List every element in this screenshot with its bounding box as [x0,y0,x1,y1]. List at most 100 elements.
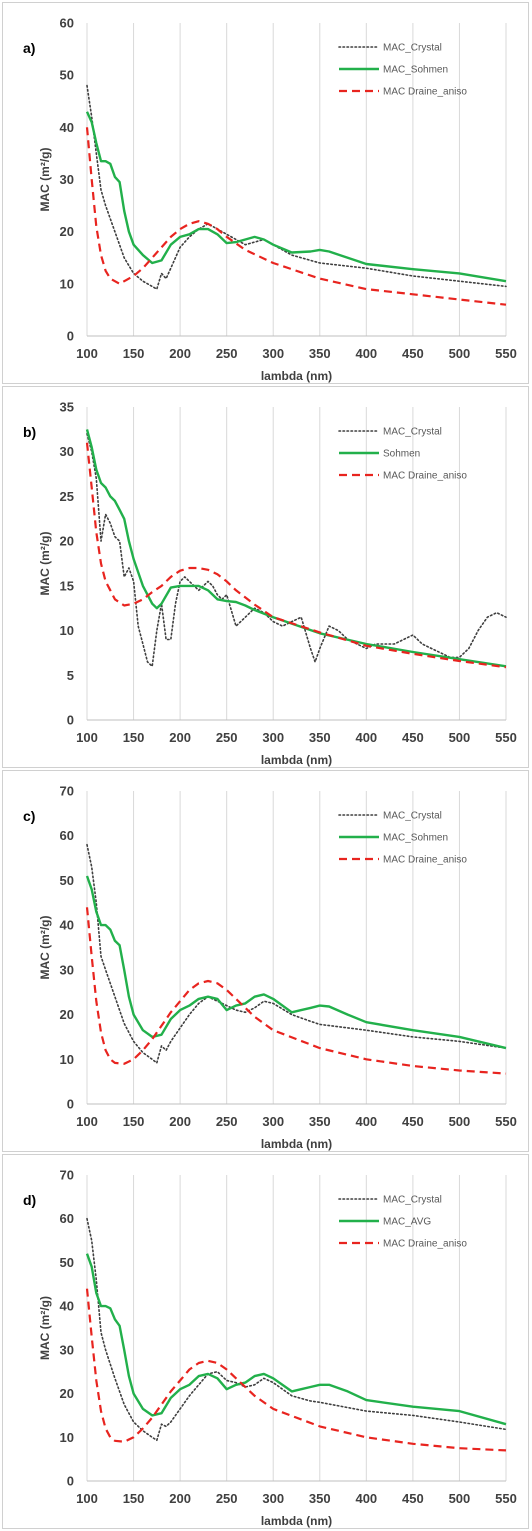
x-tick-label: 500 [449,730,471,745]
x-axis-label: lambda (nm) [261,1137,332,1151]
y-tick-label: 60 [60,1211,74,1226]
y-axis-label: MAC (m²/g) [38,916,52,980]
x-tick-label: 100 [76,1114,98,1129]
y-tick-label: 50 [60,873,74,888]
y-tick-label: 60 [60,828,74,843]
y-tick-label: 0 [67,329,74,344]
x-tick-label: 400 [355,1114,377,1129]
chart-svg-d: 0 10 20 30 40 50 60 70 100 150 200 250 300 350 400 450 5… [23,1168,517,1529]
y-axis-label: MAC (m²/g) [38,532,52,596]
x-tick-label: 300 [262,1114,284,1129]
x-tick-label: 250 [216,730,238,745]
chart-panel-c: 0 10 20 30 40 50 60 70 100 150 200 250 300 350 400 450 5… [2,770,529,1152]
legend-label: MAC_Sohmen [383,65,448,76]
y-tick-label: 5 [67,668,74,683]
x-tick-label: 400 [355,346,377,361]
panel-label: b) [23,424,36,440]
legend-label: MAC_Crystal [383,43,442,54]
series-line-mac-crystal [86,432,507,668]
y-tick-label: 30 [60,444,74,459]
y-tick-label: 10 [60,276,74,291]
y-axis-label: MAC (m²/g) [38,148,52,212]
y-tick-label: 30 [60,172,74,187]
series-line-mac-sohmen [85,875,507,1050]
y-tick-label: 20 [60,1386,74,1401]
y-tick-label: 30 [60,1342,74,1357]
x-axis-label: lambda (nm) [261,369,332,383]
y-tick-label: 15 [60,578,74,593]
y-tick-label: 40 [60,120,74,135]
y-tick-label: 70 [60,784,74,799]
x-tick-label: 250 [216,1491,238,1506]
y-tick-label: 25 [60,489,74,504]
y-tick-label: 30 [60,962,74,977]
x-tick-label: 300 [262,730,284,745]
chart-svg-a: 0 10 20 30 40 50 60 100 150 200 250 300 350 400 450 500… [23,16,517,384]
legend-label: MAC Draine_aniso [383,855,467,866]
x-axis-label: lambda (nm) [261,753,332,767]
series-line-mac-crystal [86,84,507,290]
legend-label: MAC Draine_aniso [383,87,467,98]
x-tick-label: 450 [402,1114,424,1129]
y-tick-label: 20 [60,534,74,549]
legend-label: MAC_Crystal [383,811,442,822]
x-tick-label: 400 [355,730,377,745]
y-tick-label: 35 [60,400,74,415]
y-tick-label: 10 [60,623,74,638]
series-line-mac-avg [85,1253,507,1426]
x-tick-label: 100 [76,730,98,745]
chart-svg-c: 0 10 20 30 40 50 60 70 100 150 200 250 300 350 400 450 5… [23,784,517,1152]
series-line-mac-crystal [86,1217,507,1442]
x-tick-label: 350 [309,346,331,361]
series-line-mac-draine-aniso [85,1288,507,1452]
x-tick-label: 250 [216,1114,238,1129]
x-tick-label: 150 [123,1114,145,1129]
x-tick-label: 300 [262,346,284,361]
series-line-mac-draine-aniso [85,442,507,669]
legend-label: MAC Draine_aniso [383,1239,467,1250]
x-tick-label: 150 [123,346,145,361]
y-tick-label: 50 [60,1255,74,1270]
x-tick-label: 350 [309,1114,331,1129]
series-line-mac-crystal [86,843,507,1064]
chart-panel-d: 0 10 20 30 40 50 60 70 100 150 200 250 300 350 400 450 5… [2,1154,529,1529]
x-tick-label: 200 [169,1114,191,1129]
legend-label: MAC_AVG [383,1217,431,1228]
panel-label: a) [23,40,35,56]
y-tick-label: 0 [67,713,74,728]
y-tick-label: 20 [60,1007,74,1022]
legend-label: MAC_Crystal [383,427,442,438]
chart-svg-b: 0 5 10 15 20 25 30 35 100 150 200 250 300 350 400 450 50… [23,400,517,768]
y-tick-label: 10 [60,1430,74,1445]
x-tick-label: 450 [402,730,424,745]
x-tick-label: 100 [76,346,98,361]
x-tick-label: 500 [449,1491,471,1506]
y-tick-label: 20 [60,224,74,239]
x-tick-label: 200 [169,730,191,745]
series-line-mac-sohmen [85,111,507,283]
panel-label: c) [23,808,35,824]
x-tick-label: 350 [309,1491,331,1506]
x-axis-label: lambda (nm) [261,1514,332,1528]
x-tick-label: 500 [449,1114,471,1129]
legend-label: MAC Draine_aniso [383,471,467,482]
chart-panel-b: 0 5 10 15 20 25 30 35 100 150 200 250 300 350 400 450 50… [2,386,529,768]
chart-panel-a: 0 10 20 30 40 50 60 100 150 200 250 300 350 400 450 500… [2,2,529,384]
x-tick-label: 100 [76,1491,98,1506]
y-tick-label: 40 [60,918,74,933]
x-tick-label: 150 [123,730,145,745]
y-tick-label: 50 [60,68,74,83]
y-tick-label: 0 [67,1474,74,1489]
x-tick-label: 550 [495,730,517,745]
x-tick-label: 550 [495,346,517,361]
y-tick-label: 10 [60,1052,74,1067]
y-tick-label: 70 [60,1168,74,1183]
x-tick-label: 350 [309,730,331,745]
legend-label: MAC_Crystal [383,1195,442,1206]
x-tick-label: 550 [495,1114,517,1129]
x-tick-label: 400 [355,1491,377,1506]
x-tick-label: 450 [402,1491,424,1506]
legend-label: Sohmen [383,449,420,460]
x-tick-label: 450 [402,346,424,361]
x-tick-label: 200 [169,346,191,361]
